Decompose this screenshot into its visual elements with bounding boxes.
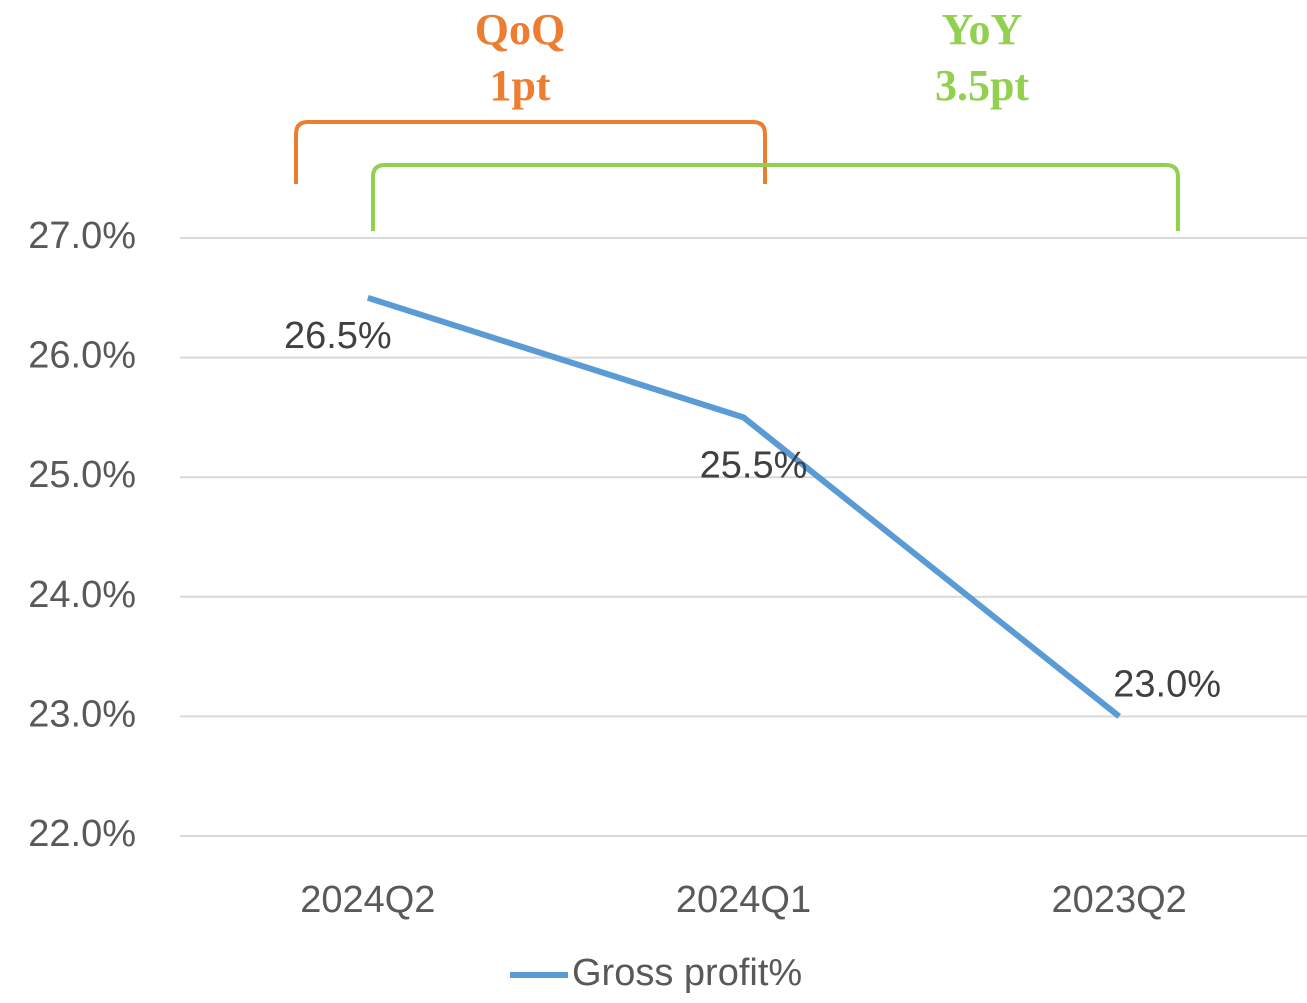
annotation: QoQ: [475, 5, 565, 54]
annotation: YoY: [942, 5, 1023, 54]
annotation: 3.5pt: [935, 61, 1029, 110]
y-tick-label: 27.0%: [28, 215, 136, 257]
x-tick-label: 2023Q2: [1052, 879, 1187, 921]
y-tick-label: 24.0%: [28, 574, 136, 616]
y-tick-label: 26.0%: [28, 335, 136, 377]
y-tick-label: 25.0%: [28, 454, 136, 496]
data-label: 26.5%: [284, 315, 392, 357]
legend-label: Gross profit%: [572, 952, 802, 994]
bracket: [294, 120, 767, 184]
x-tick-label: 2024Q2: [300, 879, 435, 921]
data-line: [366, 294, 1122, 719]
annotation: 1pt: [489, 61, 550, 110]
y-tick-label: 22.0%: [28, 813, 136, 855]
y-tick-label: 23.0%: [28, 693, 136, 735]
data-label: 25.5%: [700, 444, 808, 486]
bracket: [371, 163, 1180, 231]
x-tick-label: 2024Q1: [676, 879, 811, 921]
data-label: 23.0%: [1113, 663, 1221, 705]
